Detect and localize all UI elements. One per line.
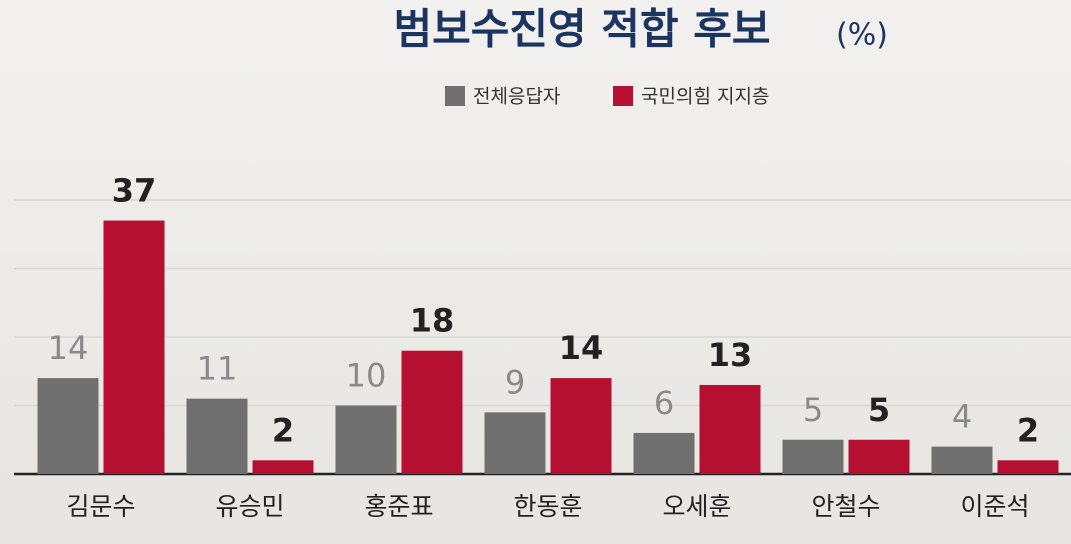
bar <box>335 405 397 474</box>
value-label: 11 <box>197 350 238 388</box>
bar <box>37 378 99 474</box>
value-label: 5 <box>803 391 823 429</box>
bar <box>252 460 314 474</box>
bar <box>782 439 844 474</box>
bar <box>186 398 248 474</box>
bar <box>550 378 612 474</box>
value-label: 9 <box>505 363 525 401</box>
bar <box>997 460 1059 474</box>
legend-label: 국민의힘 지지층 <box>641 86 769 108</box>
bar <box>699 384 761 474</box>
x-tick-label: 오세훈 <box>662 492 731 521</box>
bar <box>401 350 463 474</box>
legend-swatch <box>613 86 633 106</box>
value-label: 14 <box>559 329 604 367</box>
value-label: 2 <box>272 411 294 449</box>
value-label: 13 <box>708 336 753 374</box>
bar <box>848 439 910 474</box>
x-tick-label: 한동훈 <box>513 492 582 521</box>
value-label: 18 <box>410 302 455 340</box>
value-label: 4 <box>952 398 972 436</box>
value-label: 6 <box>654 384 674 422</box>
legend-label: 전체응답자 <box>473 86 560 108</box>
x-tick-label: 김문수 <box>66 492 135 521</box>
chart-title: 범보수진영 적합 후보 <box>393 5 770 54</box>
value-label: 10 <box>346 357 387 395</box>
x-tick-label: 안철수 <box>811 492 880 521</box>
value-label: 14 <box>48 329 89 367</box>
bar <box>633 432 695 474</box>
value-label: 37 <box>112 172 157 210</box>
bar <box>103 220 165 474</box>
x-tick-label: 이준석 <box>960 492 1029 521</box>
value-label: 2 <box>1017 411 1039 449</box>
bar <box>931 446 993 474</box>
x-tick-label: 유승민 <box>215 492 284 521</box>
unit-label: (%) <box>836 18 888 53</box>
legend-swatch <box>445 86 465 106</box>
value-label: 5 <box>868 391 890 429</box>
bar <box>484 412 546 474</box>
x-tick-label: 홍준표 <box>364 492 433 521</box>
